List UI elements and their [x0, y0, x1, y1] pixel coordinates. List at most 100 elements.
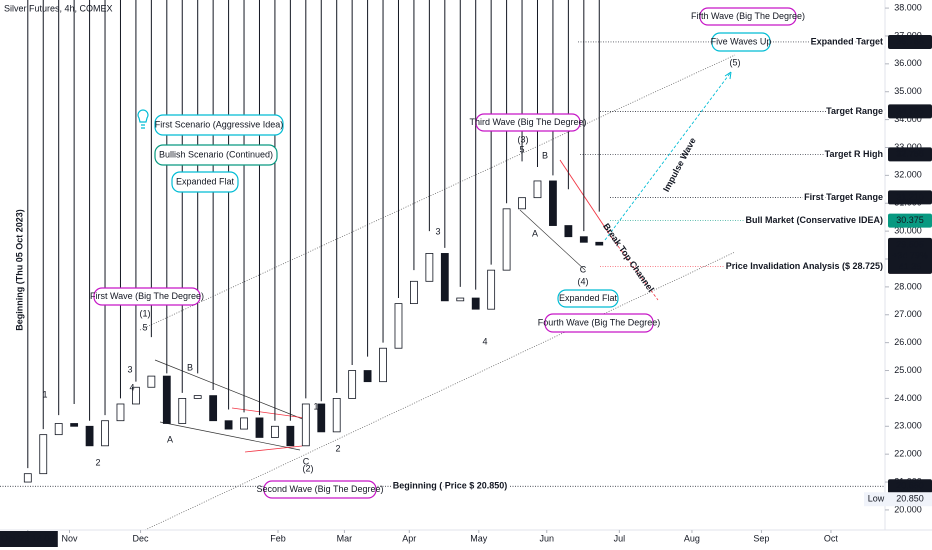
candle-body — [116, 403, 125, 422]
price-badge — [888, 213, 932, 228]
annotation-text: First Scenario (Aggressive Idea) — [155, 119, 284, 129]
candle-body — [332, 398, 341, 433]
level-name: Target R High — [825, 149, 883, 159]
y-tick-label: 23.000 — [894, 421, 922, 431]
x-tick-label: Apr — [402, 533, 416, 543]
bulb-icon — [137, 109, 149, 129]
y-tick-label: 24.000 — [894, 393, 922, 403]
candle-body — [240, 417, 248, 430]
y-tick-label: 28.000 — [894, 281, 922, 291]
price-badge-label: 20.850 — [896, 481, 924, 491]
annotation-text: Second Wave (Big The Degree) — [256, 484, 383, 494]
y-tick-label: 20.000 — [894, 504, 922, 514]
wave-label: (1) — [140, 308, 151, 318]
level-name: Beginning ( Price $ 20.850) — [393, 481, 508, 491]
price-badge — [888, 479, 932, 494]
candle-body — [394, 303, 403, 349]
low-box — [864, 492, 932, 507]
candle-body — [425, 253, 434, 282]
candle-body — [54, 423, 63, 436]
wave-label: B — [187, 362, 193, 372]
candle-body — [518, 197, 526, 210]
candle-body — [147, 375, 156, 388]
candle-body — [101, 420, 109, 447]
price-badge-label: 32.750 — [896, 149, 924, 159]
wave-label: 2 — [335, 443, 340, 453]
wave-label: B — [542, 150, 548, 160]
flat-line — [519, 209, 586, 271]
candle-body — [595, 241, 604, 246]
candle-body — [564, 225, 573, 238]
x-tick-label: Aug — [684, 533, 700, 543]
annotation-text: Five Waves Up — [711, 36, 772, 46]
wave-label: 4 — [129, 382, 134, 392]
x-tick-label: Jun — [539, 533, 554, 543]
current-badge — [888, 237, 932, 274]
candle-body — [549, 180, 557, 226]
annotation-box — [475, 113, 581, 132]
wave-label: 2 — [95, 457, 100, 467]
candle-body — [85, 425, 94, 447]
flat-upper — [154, 359, 306, 421]
price-badge-label: 31.210 — [896, 192, 924, 202]
annotation-box — [711, 32, 771, 52]
upper-channel — [139, 54, 736, 331]
candle-body — [348, 370, 357, 399]
y-tick-label: 30.000 — [894, 226, 922, 236]
candle-body — [224, 420, 233, 430]
countdown: 41:35 — [899, 261, 922, 271]
candle-body — [440, 253, 449, 302]
time-axis — [0, 530, 932, 550]
price-badge-label: 30.375 — [896, 215, 924, 225]
wave-label: 3 — [435, 226, 440, 236]
x-tick-label: Feb — [270, 533, 286, 543]
candle-body — [363, 370, 372, 383]
x-tick-label: Oct — [824, 533, 839, 543]
y-tick-label: 25.000 — [894, 365, 922, 375]
candle-body — [579, 236, 588, 243]
level-name: First Target Range — [804, 192, 883, 202]
level-name: Bull Market (Conservative IDEA) — [745, 215, 883, 225]
wave-label: 3 — [127, 364, 132, 374]
y-tick-label: 38.000 — [894, 2, 922, 12]
wave-label: 1 — [42, 389, 47, 399]
wave-label: 1 — [313, 401, 318, 411]
candle-body — [502, 208, 511, 271]
x-tick-label: Jul — [614, 533, 626, 543]
y-tick-label: 34.000 — [894, 114, 922, 124]
x-tick-label: Nov — [61, 533, 78, 543]
price-badge — [888, 147, 932, 162]
candle-body — [471, 297, 480, 310]
candle-body — [255, 417, 264, 438]
x-tick-label: Oct '23 14:00 — [1, 533, 54, 543]
y-tick-label: 35.000 — [894, 86, 922, 96]
annotation-box — [154, 144, 278, 166]
candle-body — [379, 347, 387, 383]
candle-body — [301, 403, 310, 447]
wave-label: C — [303, 456, 310, 466]
arrow-head — [724, 71, 732, 80]
wave-label: 4 — [482, 336, 487, 346]
impulse-arrow — [604, 71, 732, 241]
y-tick-label: 36.000 — [894, 58, 922, 68]
annotation-text: Expanded Flat — [176, 176, 235, 186]
wave-label: (4) — [578, 276, 589, 286]
current-price: 29.505 — [896, 239, 924, 249]
x-tick-label: Sep — [753, 533, 769, 543]
annotation-box — [263, 480, 377, 499]
price-badge — [888, 34, 932, 49]
y-tick-label: 32.000 — [894, 170, 922, 180]
y-tick-label: 22.000 — [894, 449, 922, 459]
y-tick-label: 26.000 — [894, 337, 922, 347]
price-badge — [888, 190, 932, 205]
x-tick-label: May — [470, 533, 488, 543]
wave-label: C — [580, 264, 587, 274]
x-tick-label: Mar — [337, 533, 353, 543]
annotation-text: Fourth Wave (Big The Degree) — [538, 317, 661, 327]
break-dashed — [611, 237, 659, 301]
candle-body — [132, 386, 140, 405]
x-tick-label: Dec — [133, 533, 150, 543]
x-tick-highlight — [0, 531, 58, 547]
wave-label: 5 — [519, 144, 524, 154]
candle-body — [533, 180, 542, 199]
